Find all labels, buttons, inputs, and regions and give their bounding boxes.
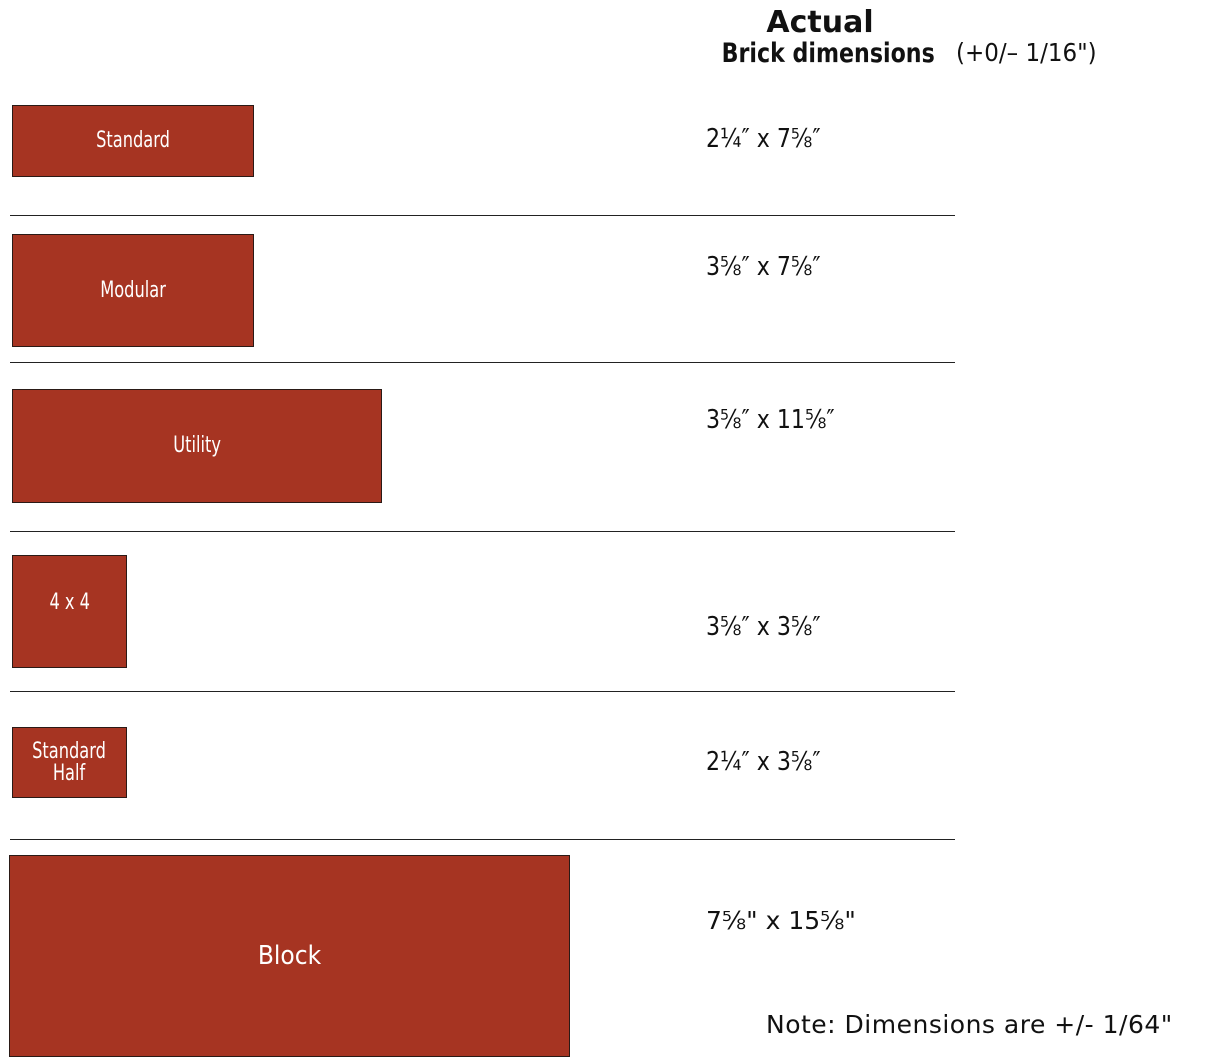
dimension-standard-half: 2¼″ x 3⅝″ — [706, 747, 821, 777]
brick-standard-half: Standard Half — [12, 727, 127, 798]
row-divider — [10, 839, 955, 840]
brick-modular: Modular — [12, 234, 254, 347]
header-line-brick-dimensions: Brick dimensions — [721, 38, 935, 69]
brick-4x4: 4 x 4 — [12, 555, 127, 668]
brick-label: Utility — [173, 433, 221, 458]
tolerance-label: (+0/– 1/16") — [956, 38, 1097, 67]
tolerance-note: Note: Dimensions are +/- 1/64" — [766, 1010, 1173, 1039]
dimension-4x4: 3⅝″ x 3⅝″ — [706, 612, 821, 642]
brick-utility: Utility — [12, 389, 382, 503]
header-title: Actual Brick dimensions — [700, 5, 940, 69]
header-line-actual: Actual — [766, 5, 874, 40]
row-divider — [10, 691, 955, 692]
brick-label: Block — [257, 941, 322, 971]
brick-label: Standard Half — [32, 738, 107, 786]
brick-block: Block — [9, 855, 570, 1057]
brick-label: 4 x 4 — [49, 590, 90, 615]
brick-label: Standard — [96, 128, 170, 153]
dimension-standard: 2¼″ x 7⅝″ — [706, 124, 821, 154]
dimension-utility: 3⅝″ x 11⅝″ — [706, 405, 835, 435]
dimension-modular: 3⅝″ x 7⅝″ — [706, 252, 821, 282]
row-divider — [10, 531, 955, 532]
brick-label: Modular — [100, 277, 166, 303]
dimension-block: 7⅝" x 15⅝" — [706, 906, 856, 935]
row-divider — [10, 362, 955, 363]
brick-standard: Standard — [12, 105, 254, 177]
row-divider — [10, 215, 955, 216]
